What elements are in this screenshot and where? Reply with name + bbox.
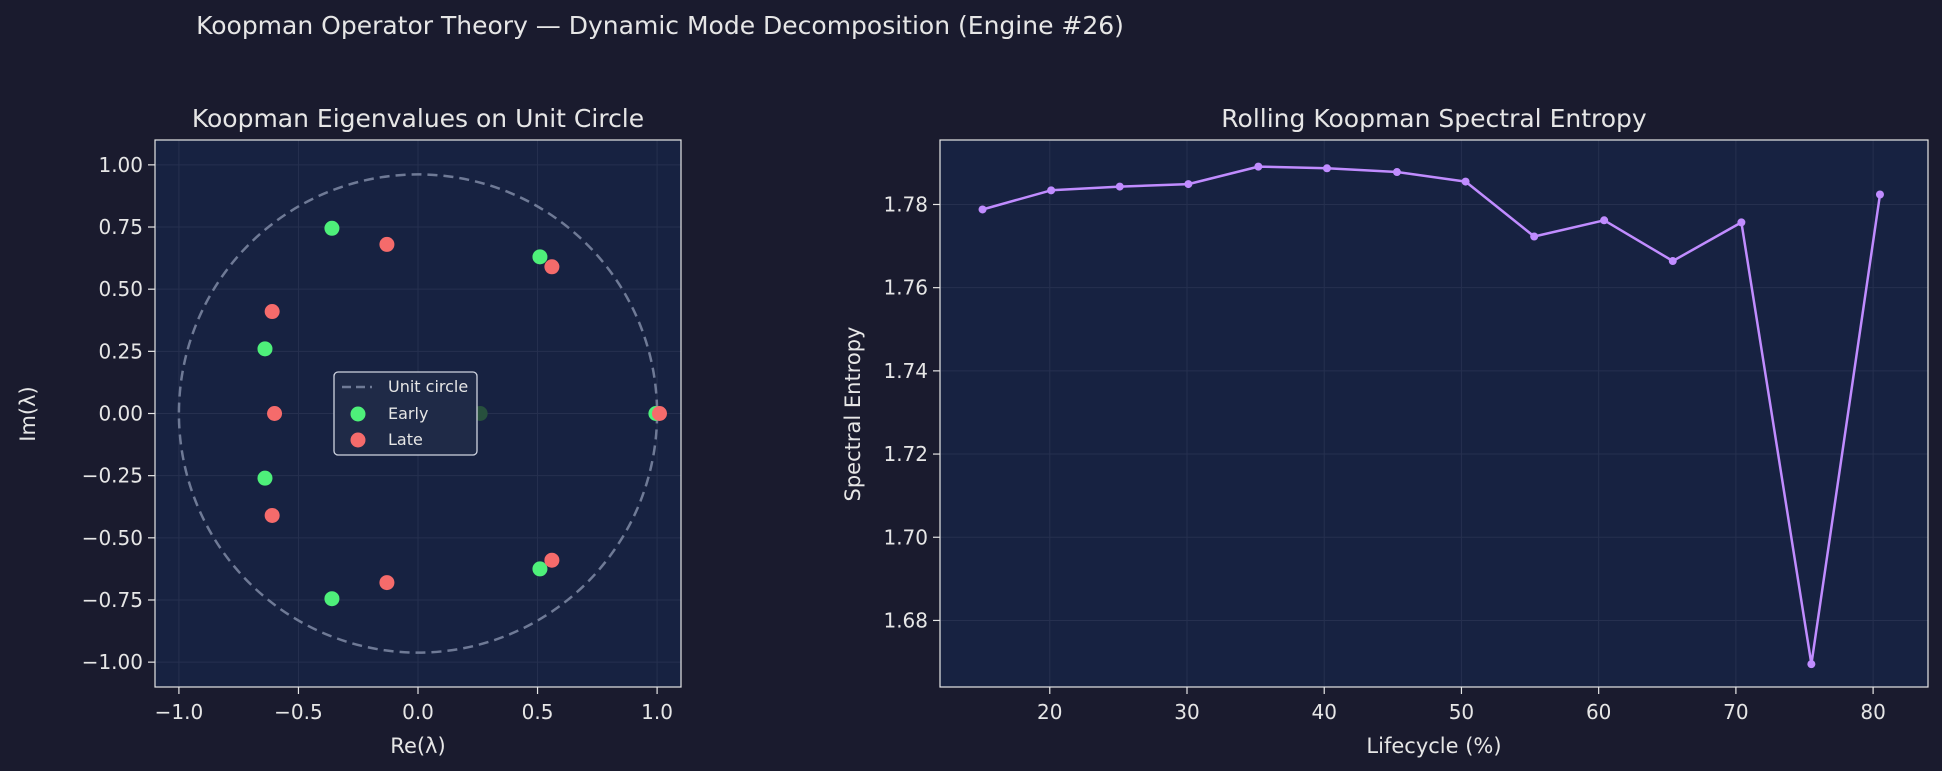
late-eigenvalue-point — [267, 406, 283, 421]
eigenvalue-y-tick-label: −0.25 — [82, 464, 143, 488]
entropy-data-point — [978, 205, 987, 214]
early-eigenvalue-point — [532, 249, 548, 265]
late-eigenvalue-point — [379, 236, 395, 252]
eigenvalue-legend: Unit circle Early Late — [333, 371, 478, 456]
entropy-y-tick-label: 1.78 — [883, 192, 928, 216]
legend-label-early: Early — [388, 404, 428, 423]
early-eigenvalue-point — [324, 220, 340, 236]
eigenvalue-y-tick-label: 0.75 — [98, 215, 143, 239]
entropy-data-point — [1668, 257, 1677, 266]
late-eigenvalue-point — [264, 304, 280, 320]
eigenvalue-x-tick-label: 0.5 — [522, 700, 554, 724]
eigenvalue-y-tick-label: 0.25 — [98, 339, 143, 363]
legend-label-late: Late — [388, 430, 423, 449]
early-eigenvalue-point — [257, 341, 273, 357]
early-eigenvalue-point — [257, 470, 273, 486]
late-eigenvalue-point — [544, 259, 560, 275]
eigenvalue-x-tick-label: −0.5 — [274, 700, 323, 724]
entropy-data-point — [1530, 232, 1539, 241]
entropy-panel: 20 30 40 50 60 70 80 1.681.701.721.741.761.78 … — [841, 104, 1929, 758]
eigenvalue-x-label: Re(λ) — [390, 734, 445, 758]
entropy-grid — [940, 140, 1928, 687]
entropy-data-point — [1461, 177, 1470, 186]
entropy-data-point — [1322, 164, 1331, 173]
eigenvalue-points — [257, 220, 667, 607]
late-eigenvalue-point — [264, 507, 280, 523]
late-eigenvalue-point — [651, 406, 667, 421]
entropy-x-ticks: 20 30 40 50 60 70 80 — [1037, 687, 1886, 724]
figure-suptitle: Koopman Operator Theory — Dynamic Mode D… — [196, 11, 1124, 40]
eigenvalue-y-tick-label: −1.00 — [82, 650, 143, 674]
entropy-y-tick-label: 1.76 — [883, 276, 928, 300]
eigenvalue-panel: −1.0 −0.5 0.0 0.5 1.0 1.00 0.75 0.50 0.25 0.00 −0… — [16, 104, 682, 758]
entropy-data-point — [1392, 168, 1401, 177]
entropy-x-tick-label: 60 — [1586, 700, 1611, 724]
entropy-y-tick-label: 1.70 — [883, 525, 928, 549]
eigenvalue-grid — [155, 140, 681, 687]
eigenvalue-y-tick-label: −0.50 — [82, 526, 143, 550]
entropy-x-tick-label: 20 — [1037, 700, 1062, 724]
late-eigenvalue-point — [544, 552, 560, 568]
entropy-x-tick-label: 80 — [1860, 700, 1885, 724]
eigenvalue-y-tick-label: 0.00 — [98, 402, 143, 426]
legend-late-marker — [350, 432, 366, 448]
entropy-data-point — [1807, 660, 1816, 669]
entropy-points — [978, 162, 1884, 669]
entropy-data-point — [1737, 218, 1746, 227]
legend-early-marker — [350, 406, 366, 422]
early-eigenvalue-point — [324, 591, 340, 607]
entropy-data-point — [1115, 182, 1124, 191]
entropy-y-tick-label: 1.72 — [883, 442, 928, 466]
entropy-data-point — [1875, 190, 1884, 199]
entropy-title: Rolling Koopman Spectral Entropy — [1221, 104, 1647, 133]
entropy-y-label: Spectral Entropy — [841, 327, 865, 502]
eigenvalue-x-tick-label: −1.0 — [155, 700, 204, 724]
entropy-x-tick-label: 30 — [1174, 700, 1199, 724]
late-eigenvalue-point — [379, 575, 395, 591]
entropy-data-point — [1047, 186, 1056, 195]
entropy-y-ticks: 1.68 1.70 1.72 1.74 1.76 1.78 — [883, 192, 940, 632]
eigenvalue-y-tick-label: 1.00 — [98, 153, 143, 177]
entropy-x-tick-label: 40 — [1311, 700, 1336, 724]
entropy-series-line — [982, 165, 1882, 666]
entropy-axes-background — [940, 140, 1928, 687]
eigenvalue-title: Koopman Eigenvalues on Unit Circle — [192, 104, 644, 133]
eigenvalue-y-tick-label: 0.50 — [98, 277, 143, 301]
entropy-axes-frame — [939, 139, 1929, 688]
entropy-x-tick-label: 70 — [1723, 700, 1748, 724]
eigenvalue-x-tick-label: 0.0 — [402, 700, 434, 724]
entropy-x-tick-label: 50 — [1449, 700, 1474, 724]
legend-label-unit-circle: Unit circle — [388, 377, 468, 396]
eigenvalue-y-ticks: 1.00 0.75 0.50 0.25 0.00 −0.25 −0.50 −0.75 −1.00 — [82, 153, 155, 674]
entropy-data-point — [1600, 216, 1609, 225]
entropy-data-point — [1254, 162, 1263, 171]
eigenvalue-y-tick-label: −0.75 — [82, 588, 143, 612]
eigenvalue-x-ticks: −1.0 −0.5 0.0 0.5 1.0 — [155, 687, 673, 724]
eigenvalue-y-label: Im(λ) — [16, 386, 40, 441]
entropy-y-tick-label: 1.68 — [883, 608, 928, 632]
legend-box — [333, 371, 478, 456]
eigenvalue-x-tick-label: 1.0 — [641, 700, 673, 724]
entropy-y-tick-label: 1.74 — [883, 359, 928, 383]
entropy-x-label: Lifecycle (%) — [1366, 734, 1501, 758]
entropy-data-point — [1184, 180, 1193, 189]
early-eigenvalue-point — [532, 561, 548, 577]
